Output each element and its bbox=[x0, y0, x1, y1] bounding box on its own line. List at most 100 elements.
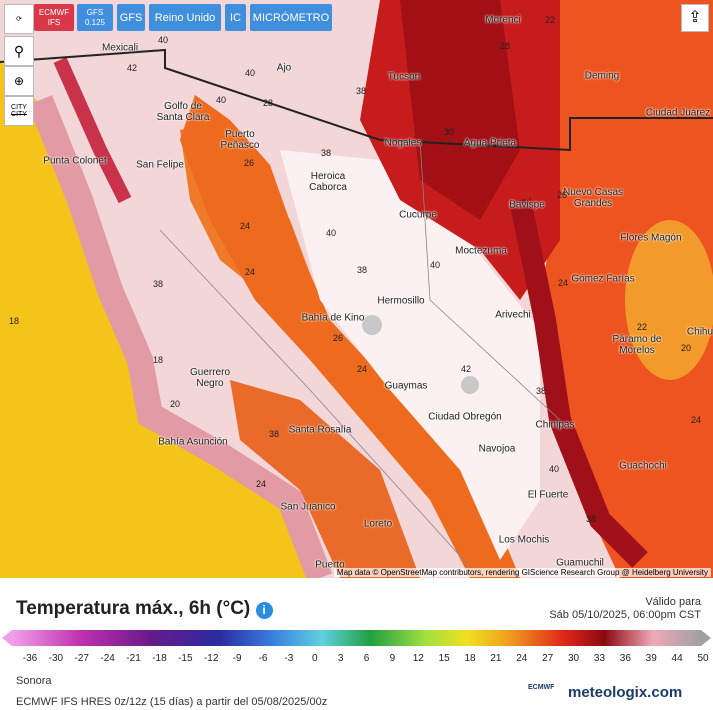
ecmwf-logo: ECMWF bbox=[528, 684, 555, 691]
info-icon[interactable]: i bbox=[255, 602, 273, 619]
scale-tick-label: 39 bbox=[645, 653, 657, 664]
color-scale bbox=[2, 630, 711, 646]
scale-tick-label: 18 bbox=[464, 653, 476, 664]
map-canvas bbox=[0, 0, 713, 578]
scale-tick-label: -21 bbox=[126, 653, 141, 664]
title-text: Temperatura máx., 6h (°C) bbox=[16, 598, 251, 619]
scale-tick-label: 30 bbox=[568, 653, 580, 664]
model-button[interactable]: Reino Unido bbox=[149, 4, 221, 31]
share-button[interactable]: ⇪ bbox=[681, 4, 709, 32]
city-label: CITY bbox=[11, 104, 27, 111]
scale-tick-label: -27 bbox=[74, 653, 89, 664]
city-label: Bavispe bbox=[509, 199, 545, 211]
contour-label: 26 bbox=[243, 158, 255, 168]
city-label: Ciudad Obregón bbox=[428, 411, 502, 423]
attribution: Map data © OpenStreetMap contributors, r… bbox=[333, 568, 711, 577]
city-label: Agua Prieta bbox=[463, 137, 517, 149]
contour-label: 26 bbox=[556, 190, 568, 200]
city-label: Gómez Farías bbox=[571, 273, 635, 285]
scale-tick-label: 21 bbox=[490, 653, 502, 664]
city-label: Chinipas bbox=[535, 419, 575, 431]
city-label: Golfo de Santa Clara bbox=[156, 101, 210, 123]
city-label: Puerto Peñasco bbox=[220, 129, 260, 151]
city-label: Moctezuma bbox=[455, 245, 507, 257]
contour-label: 24 bbox=[239, 221, 251, 231]
city-label: Nuevo Casas Grandes bbox=[562, 187, 624, 209]
city-label: Hermosillo bbox=[377, 295, 425, 307]
scale-tick-label: 27 bbox=[542, 653, 554, 664]
city-label: CITY bbox=[11, 111, 27, 118]
contour-label: 40 bbox=[429, 260, 441, 270]
scale-tick-label: 15 bbox=[438, 653, 450, 664]
contour-label: 18 bbox=[8, 316, 20, 326]
city-label: Chihu bbox=[686, 326, 713, 338]
contour-label: 38 bbox=[268, 429, 280, 439]
city-label: Arivechi bbox=[495, 309, 531, 321]
city-label: Cucurpe bbox=[399, 209, 437, 221]
city-label: Bahía de Kino bbox=[301, 312, 365, 324]
city-toggle[interactable]: CITY CITY bbox=[4, 96, 34, 126]
city-label: Guamuchil bbox=[556, 557, 604, 569]
city-label: Santa Rosalía bbox=[288, 424, 352, 436]
refresh-button[interactable]: ⟳ bbox=[4, 4, 34, 34]
city-label: Guachochi bbox=[619, 460, 667, 472]
scale-tick-label: 44 bbox=[671, 653, 683, 664]
scale-tick-label: -18 bbox=[152, 653, 167, 664]
contour-label: 22 bbox=[544, 15, 556, 25]
contour-label: 38 bbox=[355, 86, 367, 96]
contour-label: 42 bbox=[460, 364, 472, 374]
contour-label: 26 bbox=[332, 333, 344, 343]
model-button[interactable]: GFS 0.125 bbox=[77, 4, 113, 31]
contour-label: 38 bbox=[152, 279, 164, 289]
contour-label: 20 bbox=[680, 343, 692, 353]
city-label: El Fuerte bbox=[527, 489, 569, 501]
valid-label: Válido para bbox=[645, 596, 701, 608]
model-run: ECMWF IFS HRES 0z/12z (15 días) a partir… bbox=[16, 696, 328, 708]
city-label: San Felipe bbox=[136, 159, 184, 171]
contour-label: 42 bbox=[126, 63, 138, 73]
contour-label: 20 bbox=[169, 399, 181, 409]
valid-box: Válido para Sáb 05/10/2025, 06:00pm CST bbox=[549, 596, 701, 622]
city-label: Loreto bbox=[363, 518, 393, 530]
contour-label: 40 bbox=[244, 68, 256, 78]
contour-label: 40 bbox=[548, 464, 560, 474]
contour-label: 28 bbox=[499, 41, 511, 51]
zoom-button[interactable]: ⊕ bbox=[4, 66, 34, 96]
model-button[interactable]: MICRÓMETRO bbox=[250, 4, 332, 31]
model-button[interactable]: ECMWF IFS bbox=[34, 4, 74, 31]
city-label: Páramo de Morelos bbox=[612, 334, 662, 356]
map[interactable]: Mexicali Tucson Morenci Deming Ciudad Juárez… bbox=[0, 0, 713, 578]
contour-label: 40 bbox=[325, 228, 337, 238]
contour-label: 38 bbox=[356, 265, 368, 275]
scale-tick-label: 36 bbox=[619, 653, 631, 664]
contour-label: 24 bbox=[255, 479, 267, 489]
scale-tick-label: -12 bbox=[203, 653, 219, 664]
location-button[interactable]: ⚲ bbox=[4, 36, 34, 66]
city-label: Navojoa bbox=[478, 443, 516, 455]
city-label: Flores Magón bbox=[620, 232, 682, 244]
contour-label: 24 bbox=[356, 364, 368, 374]
scale-tick-label: 12 bbox=[412, 653, 424, 664]
city-label: San Juanico bbox=[280, 501, 336, 513]
scale-tick-label: 33 bbox=[593, 653, 606, 664]
model-button[interactable]: IC bbox=[225, 4, 246, 31]
city-label: Guaymas bbox=[384, 380, 428, 392]
model-button[interactable]: GFS bbox=[117, 4, 145, 31]
scale-tick-label: -6 bbox=[258, 653, 268, 664]
contour-label: 24 bbox=[244, 267, 256, 277]
city-label: Morenci bbox=[485, 14, 521, 26]
scale-tick-label: 3 bbox=[337, 653, 344, 664]
contour-label: 40 bbox=[215, 95, 227, 105]
city-label: Ciudad Juárez bbox=[645, 107, 711, 119]
contour-label: 24 bbox=[557, 278, 569, 288]
scale-tick-label: -30 bbox=[48, 653, 64, 664]
contour-label: 22 bbox=[636, 322, 648, 332]
region: Sonora bbox=[16, 675, 52, 687]
contour-label: 30 bbox=[443, 127, 455, 137]
city-label: Bahía Asunción bbox=[158, 436, 228, 448]
city-label: Tucson bbox=[387, 71, 421, 83]
city-label: Mexicali bbox=[101, 42, 139, 54]
scale-tick-label: -15 bbox=[178, 653, 193, 664]
contour-label: 28 bbox=[262, 98, 274, 108]
city-label: Punta Colonet bbox=[43, 155, 107, 167]
